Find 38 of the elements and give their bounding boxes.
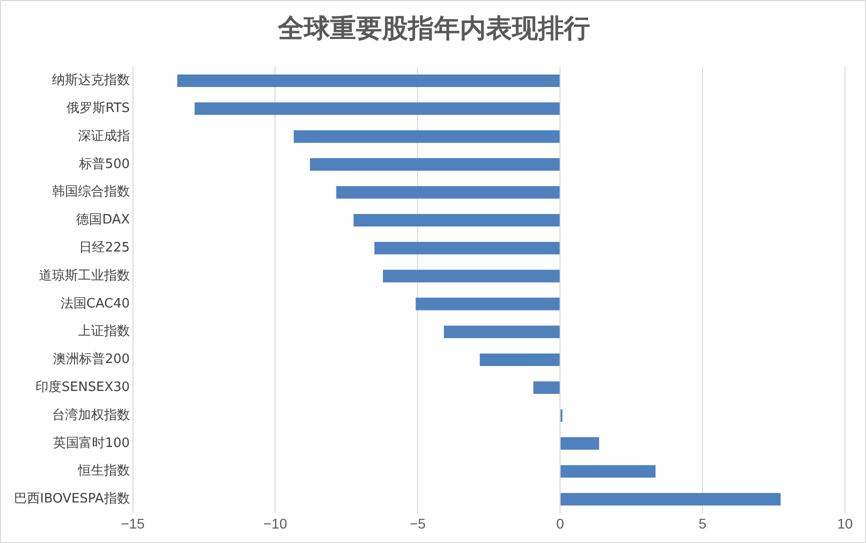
x-tick-label: 0	[556, 515, 564, 532]
y-tick-label: 深证成指	[78, 128, 130, 144]
bar	[177, 74, 560, 88]
y-tick-label: 标普500	[78, 156, 130, 172]
bar	[194, 102, 560, 115]
bar	[382, 270, 560, 282]
bar	[444, 326, 560, 338]
chart-title: 全球重要股指年内表现排行	[276, 13, 591, 46]
x-tick-label: 10	[837, 515, 853, 532]
bar	[310, 158, 560, 171]
y-tick-label: 上证指数	[78, 324, 130, 340]
y-tick-label: 纳斯达克指数	[52, 73, 130, 88]
y-tick-label: 巴西IBOVESPA指数	[14, 492, 130, 507]
y-tick-label: 恒生指数	[76, 464, 130, 479]
bar	[480, 353, 560, 366]
bar	[294, 130, 560, 143]
bar	[560, 465, 656, 478]
bar	[416, 298, 560, 310]
y-tick-label: 法国CAC40	[60, 296, 130, 312]
bar	[560, 437, 600, 450]
bar	[354, 214, 560, 227]
y-tick-label: 澳洲标普200	[52, 351, 130, 368]
y-tick-label: 道琼斯工业指数	[38, 267, 130, 284]
y-tick-label: 韩国综合指数	[52, 184, 130, 200]
bar	[533, 381, 560, 394]
y-tick-label: 日经225	[78, 240, 130, 256]
x-tick-label: −15	[120, 515, 145, 532]
x-tick-label: −5	[410, 515, 426, 532]
x-tick-label: 5	[698, 515, 707, 532]
y-tick-label: 英国富时100	[52, 434, 130, 451]
bar	[560, 492, 781, 506]
y-tick-label: 德国DAX	[76, 212, 130, 228]
y-tick-label: 台湾加权指数	[52, 406, 130, 423]
bar	[374, 242, 560, 254]
x-tick-label: −10	[263, 515, 288, 532]
y-tick-label: 印度SENSEX30	[36, 379, 130, 396]
bar	[336, 186, 560, 199]
y-tick-label: 俄罗斯RTS	[66, 101, 130, 116]
